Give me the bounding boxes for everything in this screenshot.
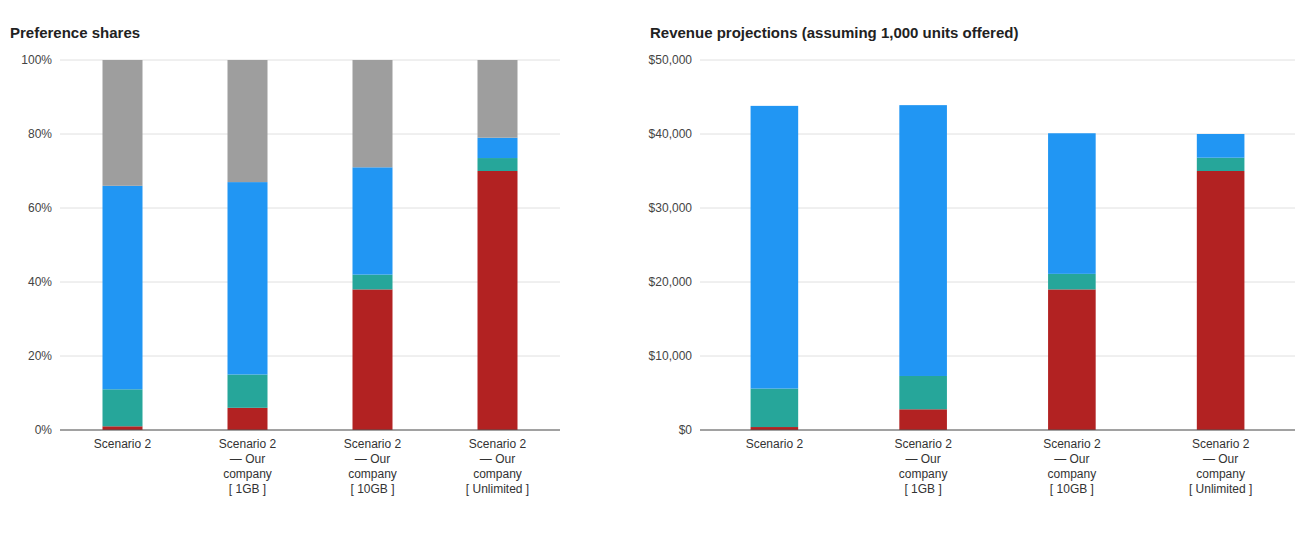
x-tick-label: Scenario 2— Ourcompany[ 10GB ] [344, 437, 402, 496]
bar-segment[interactable] [228, 408, 268, 430]
y-tick-label: 0% [35, 423, 53, 437]
bar-segment[interactable] [899, 105, 947, 376]
bar-segment[interactable] [103, 389, 143, 426]
y-tick-label: $40,000 [649, 127, 693, 141]
x-tick-label: Scenario 2— Ourcompany[ 1GB ] [219, 437, 277, 496]
bar-segment[interactable] [103, 60, 143, 186]
bar-segment[interactable] [353, 60, 393, 167]
x-tick-label: Scenario 2 [746, 437, 804, 451]
bar-segment[interactable] [478, 158, 518, 171]
bar-segment[interactable] [353, 275, 393, 290]
bar-segment[interactable] [353, 167, 393, 274]
bar-segment[interactable] [1197, 171, 1245, 430]
bar-segment[interactable] [478, 60, 518, 138]
y-tick-label: $0 [679, 423, 693, 437]
bar-segment[interactable] [1048, 289, 1096, 430]
x-tick-label: Scenario 2— Ourcompany[ Unlimited ] [466, 437, 529, 496]
y-tick-label: $50,000 [649, 53, 693, 67]
x-tick-label: Scenario 2— Ourcompany[ 1GB ] [894, 437, 952, 496]
chart-title: Revenue projections (assuming 1,000 unit… [650, 24, 1018, 41]
chart: Preference shares 0% 20% 40% 60% 80% 100% Scena… [10, 24, 560, 496]
chart: Revenue projections (assuming 1,000 unit… [649, 24, 1295, 496]
grid-line [700, 60, 1295, 61]
bar-segment[interactable] [751, 106, 799, 389]
x-axis-line [60, 430, 560, 431]
bars [751, 105, 1245, 430]
y-tick-label: 100% [21, 53, 52, 67]
bar-segment[interactable] [478, 138, 518, 158]
bar-segment[interactable] [228, 375, 268, 408]
y-tick-label: 80% [28, 127, 52, 141]
bar-segment[interactable] [1197, 134, 1245, 158]
bar-segment[interactable] [1048, 274, 1096, 290]
x-tick-label: Scenario 2 [94, 437, 152, 451]
bar-segment[interactable] [1197, 158, 1245, 171]
x-tick-label: Scenario 2— Ourcompany[ 10GB ] [1043, 437, 1101, 496]
x-axis-line [700, 430, 1295, 431]
bar-segment[interactable] [1048, 133, 1096, 274]
bar-segment[interactable] [353, 289, 393, 430]
chart-canvas: Preference shares 0% 20% 40% 60% 80% 100% Scena… [0, 0, 1315, 556]
y-tick-label: 60% [28, 201, 52, 215]
chart-title: Preference shares [10, 24, 140, 41]
x-tick-label: Scenario 2— Ourcompany[ Unlimited ] [1189, 437, 1252, 496]
bars [103, 60, 518, 430]
bar-segment[interactable] [103, 186, 143, 389]
y-tick-label: $20,000 [649, 275, 693, 289]
y-tick-label: 40% [28, 275, 52, 289]
bar-segment[interactable] [228, 60, 268, 182]
bar-segment[interactable] [103, 426, 143, 430]
grid-line [60, 430, 560, 431]
bar-segment[interactable] [228, 182, 268, 374]
bar-segment[interactable] [478, 171, 518, 430]
y-tick-label: 20% [28, 349, 52, 363]
y-tick-label: $10,000 [649, 349, 693, 363]
bar-segment[interactable] [899, 376, 947, 409]
bar-segment[interactable] [751, 389, 799, 427]
y-tick-label: $30,000 [649, 201, 693, 215]
bar-segment[interactable] [899, 409, 947, 430]
grid-line [700, 430, 1295, 431]
